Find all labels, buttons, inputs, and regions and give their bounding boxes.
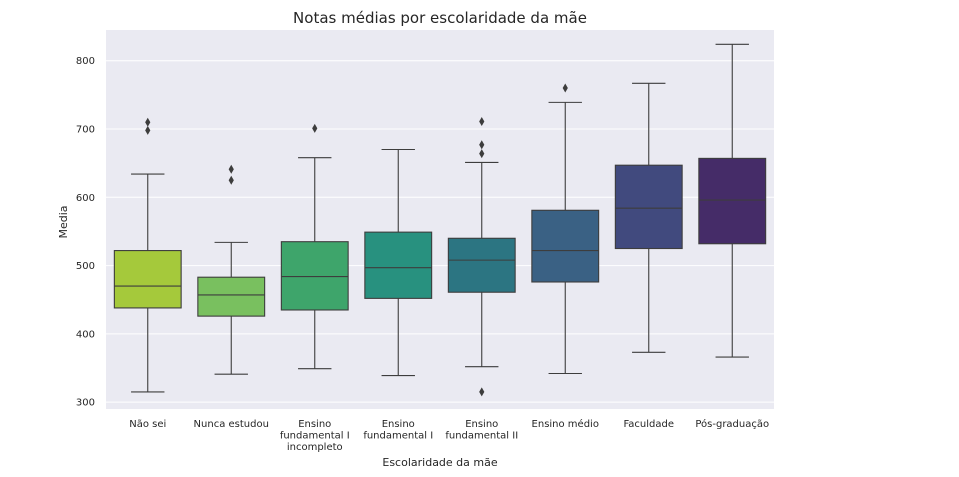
box-body: [698, 157, 767, 245]
box-2: [197, 164, 266, 375]
box-4: [364, 148, 433, 377]
outlier-point: [479, 387, 485, 397]
outlier-point: [562, 83, 568, 93]
outlier-point: [479, 149, 485, 159]
outlier-point: [479, 140, 485, 150]
x-tick-label: Ensino fundamental I: [363, 419, 433, 442]
y-tick-label: 300: [76, 398, 95, 409]
box-1: [113, 117, 182, 393]
box-6: [531, 83, 600, 375]
y-tick-label: 800: [76, 56, 95, 67]
outlier-point: [228, 164, 234, 174]
y-tick-label: 500: [76, 261, 95, 272]
outlier-point: [145, 125, 151, 135]
x-tick-label: Não sei: [129, 419, 166, 430]
box-body: [447, 237, 516, 293]
x-axis-label: Escolaridade da mãe: [382, 456, 497, 469]
x-tick-label: Nunca estudou: [194, 419, 269, 430]
y-axis-label: Media: [57, 205, 70, 238]
box-body: [364, 231, 433, 299]
y-tick-label: 700: [76, 125, 95, 136]
outlier-point: [479, 117, 485, 127]
x-tick-label: Ensino fundamental II: [445, 419, 518, 442]
y-tick-label: 600: [76, 193, 95, 204]
box-3: [280, 123, 349, 370]
x-tick-label: Faculdade: [623, 419, 674, 430]
outlier-point: [145, 117, 151, 127]
box-body: [531, 209, 600, 283]
x-tick-label: Pós-graduação: [695, 418, 769, 430]
box-body: [113, 250, 182, 309]
box-body: [197, 276, 266, 317]
box-body: [614, 164, 683, 250]
outlier-point: [312, 123, 318, 133]
y-tick-label: 400: [76, 329, 95, 340]
box-8: [698, 43, 767, 358]
x-tick-label: Ensino médio: [532, 418, 599, 430]
box-7: [614, 82, 683, 353]
outlier-point: [228, 175, 234, 185]
box-body: [280, 241, 349, 311]
chart-title: Notas médias por escolaridade da mãe: [293, 9, 587, 27]
box-5: [447, 117, 516, 397]
